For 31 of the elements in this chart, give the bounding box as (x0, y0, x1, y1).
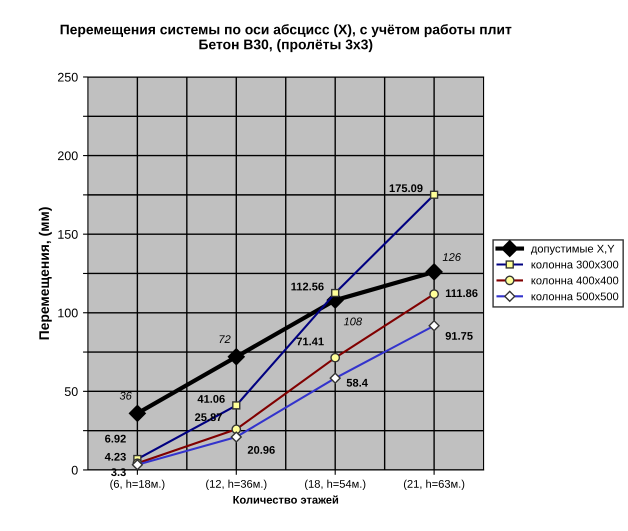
data-label: 91.75 (446, 332, 473, 340)
y-tick-label: 200 (58, 151, 78, 160)
x-tick-label: (21, h=63м.) (404, 480, 464, 490)
x-tick-label: (12, h=36м.) (206, 480, 266, 490)
data-label: 175.09 (390, 184, 423, 192)
y-tick-label: 100 (58, 308, 78, 318)
data-label: 58.4 (346, 378, 368, 387)
data-label: 111.86 (446, 289, 478, 298)
y-axis-title: Перемещения, (мм) (38, 207, 52, 340)
y-tick-label: 0 (72, 466, 78, 475)
chart-title: Перемещения системы по оси абсцисс (X), с учётом работы плит Бетон В30, (пролёты 3x3) (60, 24, 512, 52)
y-tick-label: 50 (64, 387, 78, 396)
y-tick-label: 250 (58, 72, 78, 82)
x-axis-title: Количество этажей (233, 495, 338, 504)
legend-label: колонна 400x400 (532, 276, 618, 284)
x-tick-label: (18, h=54м.) (305, 480, 366, 490)
data-label: 72 (220, 335, 231, 343)
x-tick-label: (6, h=18м.) (110, 480, 164, 490)
legend-label: допустимые X,Y (530, 244, 614, 255)
legend-label: колонна 500x500 (532, 292, 618, 300)
legend-label: колонна 300x300 (532, 260, 618, 268)
data-label: 6.92 (105, 434, 126, 443)
y-tick-label: 150 (58, 230, 78, 239)
data-label: 71.41 (296, 338, 324, 346)
data-label: 36 (120, 392, 132, 400)
data-label: 126 (442, 253, 461, 261)
data-label: 4.23 (104, 452, 126, 461)
data-label: 108 (344, 318, 362, 326)
data-label: 41.06 (198, 394, 225, 403)
data-label: 20.96 (248, 446, 275, 454)
data-label: 112.56 (291, 282, 324, 290)
